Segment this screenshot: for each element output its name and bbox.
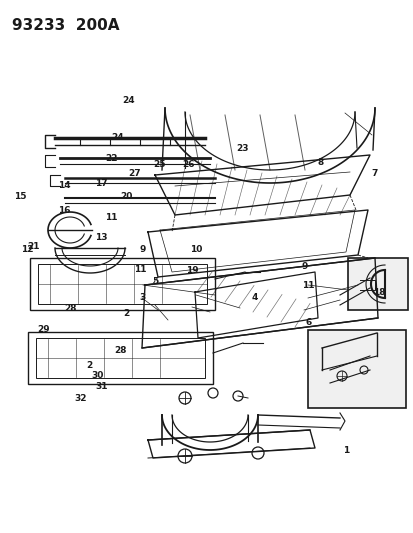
- Text: 19: 19: [186, 266, 198, 275]
- Text: 9: 9: [300, 262, 307, 271]
- Text: 9: 9: [139, 245, 146, 254]
- Bar: [307, 330, 405, 408]
- Text: 24: 24: [122, 96, 134, 104]
- Text: 8: 8: [317, 158, 323, 167]
- Text: 32: 32: [74, 394, 87, 403]
- Text: 12: 12: [21, 245, 33, 254]
- Text: 2: 2: [123, 309, 129, 318]
- Text: 11: 11: [301, 281, 314, 289]
- Text: 29: 29: [37, 325, 50, 334]
- Text: 31: 31: [95, 382, 107, 391]
- Text: 18: 18: [372, 288, 384, 296]
- Text: 14: 14: [58, 181, 70, 190]
- Text: 10: 10: [190, 245, 202, 254]
- Text: 21: 21: [27, 242, 39, 251]
- Text: 16: 16: [58, 206, 70, 215]
- Bar: [36, 338, 204, 378]
- Text: 20: 20: [120, 192, 132, 200]
- Text: 17: 17: [95, 180, 107, 188]
- Bar: [28, 332, 212, 384]
- Text: 11: 11: [105, 213, 118, 222]
- Text: 23: 23: [235, 144, 248, 152]
- Text: 28: 28: [114, 346, 126, 355]
- Bar: [38, 264, 207, 304]
- Text: 93233  200A: 93233 200A: [12, 18, 119, 33]
- Text: 26: 26: [182, 160, 194, 168]
- Text: 25: 25: [153, 160, 165, 168]
- Text: 3: 3: [139, 293, 146, 302]
- Text: 13: 13: [95, 233, 107, 241]
- Text: 11: 11: [134, 265, 147, 273]
- Text: 24: 24: [112, 133, 124, 142]
- Text: 2: 2: [85, 361, 92, 369]
- Text: 5: 5: [152, 277, 158, 286]
- Bar: [347, 258, 407, 310]
- Bar: [30, 258, 214, 310]
- Text: 4: 4: [251, 293, 257, 302]
- Text: 1: 1: [342, 446, 348, 455]
- Text: 7: 7: [370, 169, 377, 177]
- Text: 27: 27: [128, 169, 140, 177]
- Text: 30: 30: [91, 372, 103, 380]
- Text: 6: 6: [304, 318, 311, 327]
- Text: 15: 15: [14, 192, 27, 200]
- Text: 22: 22: [105, 155, 118, 163]
- Text: 28: 28: [64, 304, 76, 312]
